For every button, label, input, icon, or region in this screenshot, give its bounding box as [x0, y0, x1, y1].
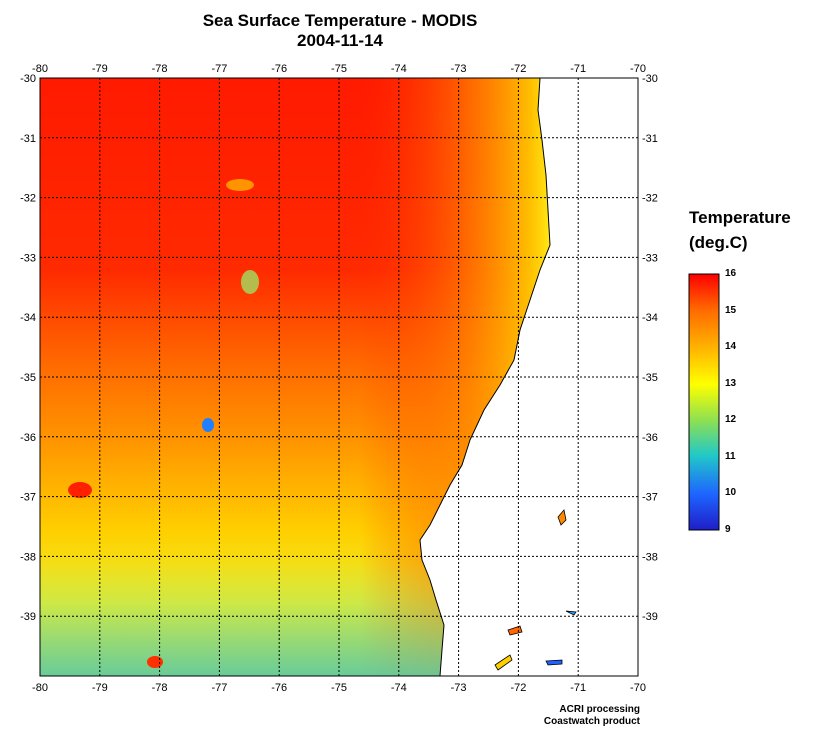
lon-tick-top: -77: [211, 63, 227, 75]
legend-label: 10: [725, 487, 737, 499]
lat-tick-left: -31: [20, 133, 36, 145]
lat-tick-right: -35: [642, 372, 658, 384]
lon-tick-bottom: -73: [451, 682, 467, 694]
lat-tick-left: -32: [20, 193, 36, 205]
lon-tick-bottom: -78: [152, 682, 168, 694]
lat-tick-left: -37: [20, 492, 36, 504]
lat-tick-right: -38: [642, 551, 658, 563]
lon-tick-top: -78: [152, 63, 168, 75]
legend-units: (deg.C): [689, 233, 748, 252]
map-date: 2004-11-14: [296, 31, 384, 50]
cool-southwest: [40, 560, 460, 676]
cool-spot: [202, 418, 214, 432]
lon-tick-bottom: -74: [391, 682, 407, 694]
lat-tick-right: -37: [642, 492, 658, 504]
map-title: Sea Surface Temperature - MODIS: [202, 11, 478, 30]
lon-tick-bottom: -80: [32, 682, 48, 694]
axis-ticks: -80 -80 -79 -79 -78 -78 -77 -77 -76 -76 -75 -75 -74 -…: [20, 63, 658, 694]
cool-filament: [241, 270, 259, 294]
lon-tick-bottom: -79: [92, 682, 108, 694]
lon-tick-top: -72: [510, 63, 526, 75]
lat-tick-left: -30: [20, 73, 36, 85]
lat-tick-left: -35: [20, 372, 36, 384]
lon-tick-top: -71: [570, 63, 586, 75]
legend-label: 12: [725, 414, 737, 426]
legend-label: 13: [725, 377, 737, 389]
legend-title: Temperature: [689, 208, 791, 227]
lat-tick-left: -33: [20, 252, 36, 264]
lon-tick-bottom: -77: [211, 682, 227, 694]
island: [507, 625, 523, 636]
lat-tick-left: -38: [20, 551, 36, 563]
island: [494, 654, 513, 671]
legend-label: 9: [725, 524, 731, 535]
island: [557, 509, 567, 526]
lat-tick-right: -32: [642, 193, 658, 205]
lon-tick-bottom: -71: [570, 682, 586, 694]
island: [545, 659, 563, 666]
lon-tick-bottom: -72: [510, 682, 526, 694]
lon-tick-top: -75: [331, 63, 347, 75]
lon-tick-top: -80: [32, 63, 48, 75]
credit-product: Coastwatch product: [543, 716, 640, 727]
lat-tick-left: -39: [20, 611, 36, 623]
legend-label: 16: [725, 268, 737, 279]
credit-processing: ACRI processing: [559, 704, 640, 715]
lon-tick-bottom: -76: [271, 682, 287, 694]
island: [565, 610, 577, 616]
plot-frame: [39, 77, 639, 677]
lon-tick-top: -74: [391, 63, 407, 75]
lat-tick-right: -33: [642, 252, 658, 264]
lat-tick-right: -34: [642, 312, 658, 324]
lat-tick-left: -34: [20, 312, 36, 324]
legend-colorbar: [688, 273, 720, 531]
lat-tick-right: -39: [642, 611, 658, 623]
lat-tick-right: -30: [642, 73, 658, 85]
lon-tick-bottom: -70: [630, 682, 646, 694]
lon-tick-top: -79: [92, 63, 108, 75]
lon-tick-bottom: -75: [331, 682, 347, 694]
lat-tick-left: -36: [20, 432, 36, 444]
lon-tick-top: -70: [630, 63, 646, 75]
warm-patch: [147, 656, 163, 668]
legend-label: 15: [725, 304, 737, 316]
lon-tick-top: -76: [271, 63, 287, 75]
legend-label: 14: [725, 341, 737, 353]
lat-tick-right: -36: [642, 432, 658, 444]
lat-tick-right: -31: [642, 133, 658, 145]
warm-eddy: [68, 482, 92, 498]
frontal-band: [226, 179, 254, 191]
legend-label: 11: [725, 450, 736, 462]
lon-tick-top: -73: [451, 63, 467, 75]
